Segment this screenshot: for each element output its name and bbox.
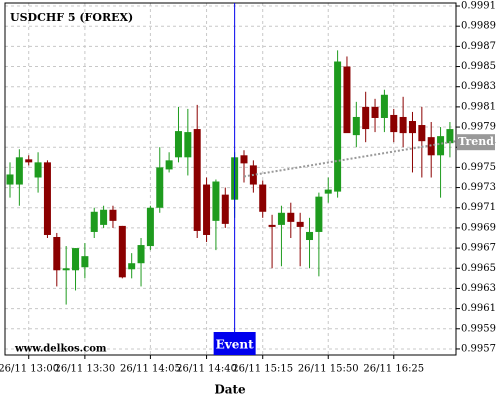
candle-body xyxy=(90,211,98,232)
candle-body xyxy=(137,245,145,264)
event-label-box xyxy=(213,332,256,355)
x-tick-label: 26/11 16:25 xyxy=(363,364,424,375)
candle-body xyxy=(53,236,61,271)
x-tick-label: 26/11 14:40 xyxy=(176,364,237,375)
candle-body xyxy=(343,66,351,134)
candle-body xyxy=(287,212,295,222)
candle-body xyxy=(156,167,164,208)
candle-body xyxy=(408,121,416,134)
x-tick-label: 26/11 15:50 xyxy=(298,364,359,375)
candle-body xyxy=(43,162,51,235)
candle-body xyxy=(128,263,136,270)
y-tick-label: 0.9971 xyxy=(461,202,496,213)
y-tick-label: 0.9973 xyxy=(461,182,496,193)
candle-body xyxy=(109,209,117,221)
candle-body xyxy=(72,248,80,271)
y-tick-label: 0.9975 xyxy=(461,162,496,173)
candle-body xyxy=(62,268,70,271)
y-tick-label: 0.9983 xyxy=(461,81,496,92)
x-tick-label: 26/11 13:30 xyxy=(54,364,115,375)
y-tick-label: 0.9991 xyxy=(461,1,496,12)
candle-body xyxy=(15,157,23,185)
candle-body xyxy=(25,159,33,163)
candle-body xyxy=(212,181,220,221)
candle-body xyxy=(352,116,360,136)
y-tick-label: 0.9979 xyxy=(461,122,496,133)
trend-label-box xyxy=(457,134,495,151)
candle-body xyxy=(315,196,323,232)
candle-body xyxy=(165,160,173,170)
candle-body xyxy=(399,116,407,134)
candle-body xyxy=(184,132,192,158)
candle-body xyxy=(437,136,445,156)
candle-body xyxy=(418,125,426,142)
x-tick-label: 26/11 14:05 xyxy=(120,364,181,375)
candle-body xyxy=(34,162,42,178)
y-tick-label: 0.9967 xyxy=(461,243,496,254)
candle-body xyxy=(193,129,201,231)
candle-body xyxy=(81,256,89,268)
candle-body xyxy=(334,61,342,192)
y-tick-label: 0.9985 xyxy=(461,61,496,72)
y-tick-label: 0.9987 xyxy=(461,41,496,52)
candle-body xyxy=(146,207,154,247)
trend-label: Trend xyxy=(458,135,494,148)
y-tick-label: 0.9959 xyxy=(461,323,496,334)
candle-body xyxy=(268,224,276,227)
event-label: Event xyxy=(216,338,254,352)
candle-body xyxy=(221,194,229,224)
candle-body xyxy=(6,174,14,185)
candle-body xyxy=(118,225,126,278)
candle-body xyxy=(446,129,454,144)
candle-body xyxy=(100,209,108,225)
chart-title: USDCHF 5 (FOREX) xyxy=(10,11,133,24)
y-tick-label: 0.9963 xyxy=(461,283,496,294)
y-tick-label: 0.9961 xyxy=(461,303,496,314)
x-axis-label: Date xyxy=(214,383,246,397)
y-tick-label: 0.9969 xyxy=(461,222,496,233)
candle-body xyxy=(240,155,248,164)
candle-body xyxy=(277,212,285,225)
candle-body xyxy=(306,231,314,241)
y-tick-label: 0.9957 xyxy=(461,343,496,354)
candle-body xyxy=(390,114,398,133)
y-tick-label: 0.9981 xyxy=(461,101,496,112)
y-tick-label: 0.9965 xyxy=(461,263,496,274)
watermark: www.delkos.com xyxy=(14,344,107,355)
y-tick-label: 0.9989 xyxy=(461,21,496,32)
candle-body xyxy=(380,94,388,118)
x-tick-label: 26/11 13:00 xyxy=(0,364,59,375)
candle-body xyxy=(259,184,267,212)
candle-body xyxy=(296,221,304,227)
candle-body xyxy=(362,106,370,130)
x-tick-label: 26/11 15:15 xyxy=(232,364,293,375)
candle-body xyxy=(324,189,332,194)
candle-body xyxy=(371,106,379,118)
candle-body xyxy=(203,184,211,235)
candle-body xyxy=(174,131,182,158)
